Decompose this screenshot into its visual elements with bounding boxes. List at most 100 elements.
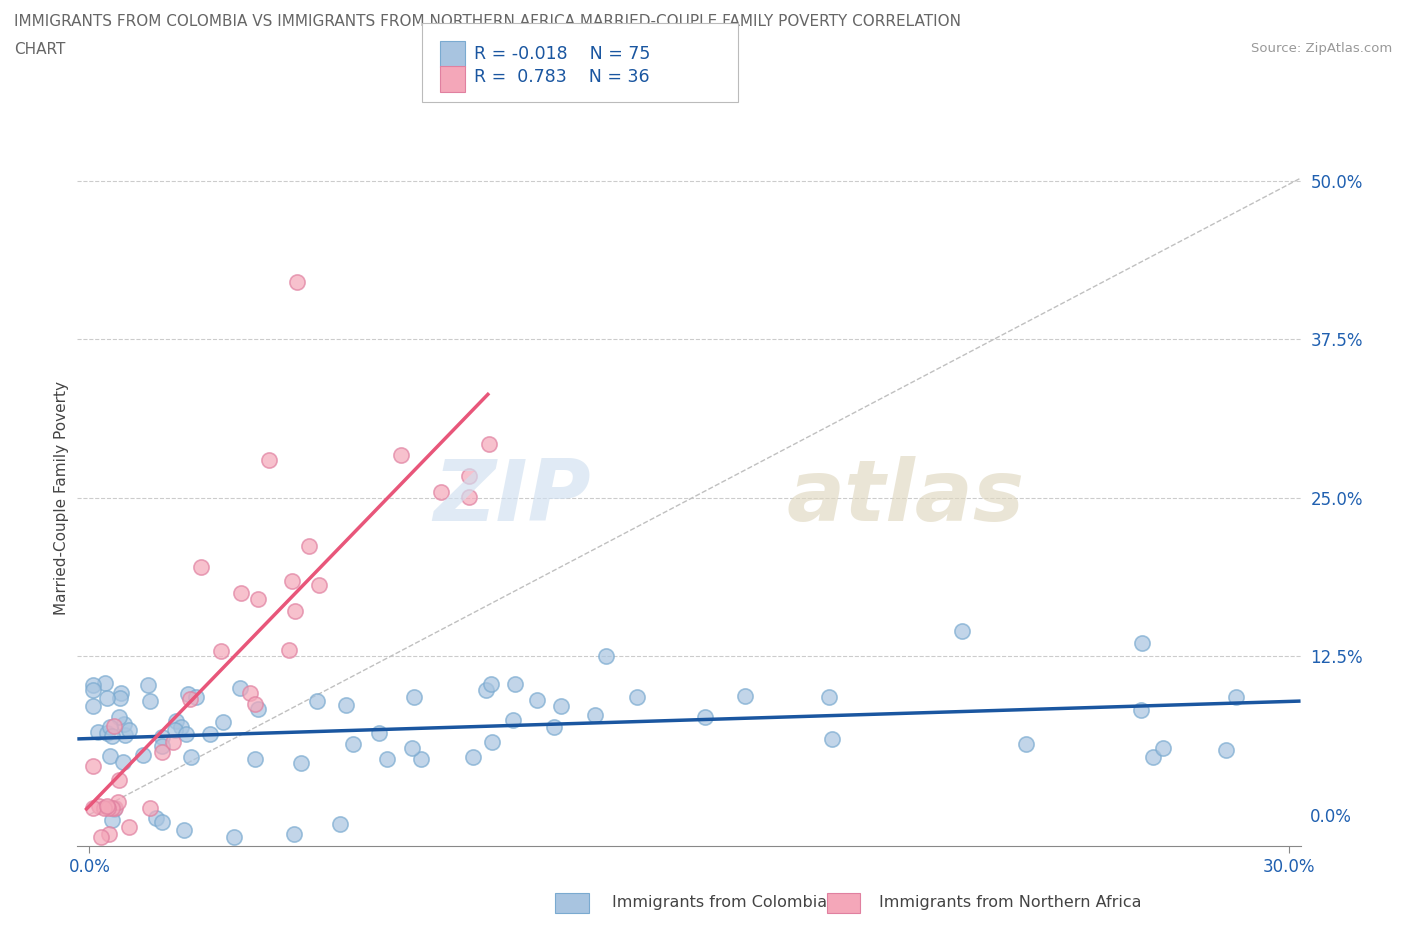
Point: [734, 688, 756, 703]
Point: [477, 437, 499, 452]
Point: [693, 710, 716, 724]
Point: [475, 683, 498, 698]
Point: [110, 685, 132, 700]
Point: [950, 623, 973, 638]
Point: [114, 728, 136, 743]
Point: [118, 723, 141, 737]
Text: R = -0.018    N = 75: R = -0.018 N = 75: [474, 45, 650, 63]
Point: [481, 735, 503, 750]
Point: [389, 448, 412, 463]
Point: [1130, 702, 1153, 717]
Point: [101, 813, 124, 828]
Point: [107, 795, 129, 810]
Point: [174, 726, 197, 741]
Point: [136, 677, 159, 692]
Point: [502, 713, 524, 728]
Point: [108, 690, 131, 705]
Point: [1152, 740, 1174, 755]
Point: [457, 489, 479, 504]
Point: [209, 644, 232, 658]
Point: [118, 820, 141, 835]
Text: ZIP: ZIP: [433, 456, 591, 539]
Point: [231, 585, 253, 600]
Point: [308, 578, 330, 592]
Point: [87, 724, 110, 739]
Point: [104, 801, 127, 816]
Point: [103, 802, 125, 817]
Point: [96, 690, 118, 705]
Text: Immigrants from Northern Africa: Immigrants from Northern Africa: [879, 895, 1142, 910]
Point: [335, 698, 357, 712]
Point: [179, 692, 201, 707]
Point: [1215, 742, 1237, 757]
Point: [247, 591, 270, 606]
Point: [247, 702, 270, 717]
Point: [411, 752, 433, 767]
Point: [184, 690, 207, 705]
Point: [101, 729, 124, 744]
Point: [139, 694, 162, 709]
Point: [503, 677, 526, 692]
Point: [173, 823, 195, 838]
Point: [243, 751, 266, 766]
Point: [111, 755, 134, 770]
Point: [82, 759, 104, 774]
Point: [583, 708, 606, 723]
Point: [458, 469, 481, 484]
Point: [180, 750, 202, 764]
Point: [150, 729, 173, 744]
Point: [479, 676, 502, 691]
Point: [1015, 737, 1038, 751]
Point: [595, 648, 617, 663]
Point: [96, 725, 118, 740]
Point: [165, 714, 187, 729]
Point: [329, 817, 352, 831]
Point: [401, 740, 423, 755]
Point: [94, 675, 117, 690]
Point: [107, 710, 129, 724]
Point: [284, 604, 307, 618]
Point: [145, 811, 167, 826]
Point: [257, 452, 280, 467]
Point: [150, 738, 173, 753]
Point: [138, 801, 160, 816]
Point: [150, 814, 173, 829]
Text: CHART: CHART: [14, 42, 66, 57]
Point: [96, 798, 118, 813]
Point: [245, 697, 267, 711]
Text: atlas: atlas: [787, 456, 1025, 539]
Point: [98, 748, 121, 763]
Point: [285, 274, 308, 289]
Point: [461, 750, 484, 764]
Point: [342, 737, 364, 751]
Point: [198, 726, 221, 741]
Point: [162, 735, 184, 750]
Point: [98, 719, 121, 734]
Point: [165, 723, 187, 737]
Point: [229, 681, 252, 696]
Point: [305, 693, 328, 708]
Point: [375, 751, 398, 766]
Point: [543, 720, 565, 735]
Point: [82, 801, 104, 816]
Point: [190, 560, 212, 575]
Point: [170, 720, 193, 735]
Point: [98, 826, 121, 841]
Point: [87, 798, 110, 813]
Point: [298, 538, 321, 553]
Point: [107, 772, 129, 787]
Point: [1225, 690, 1247, 705]
Point: [526, 693, 548, 708]
Point: [821, 732, 844, 747]
Point: [277, 643, 299, 658]
Text: Source: ZipAtlas.com: Source: ZipAtlas.com: [1251, 42, 1392, 55]
Point: [1130, 636, 1153, 651]
Point: [281, 573, 304, 588]
Text: IMMIGRANTS FROM COLOMBIA VS IMMIGRANTS FROM NORTHERN AFRICA MARRIED-COUPLE FAMIL: IMMIGRANTS FROM COLOMBIA VS IMMIGRANTS F…: [14, 14, 962, 29]
Y-axis label: Married-Couple Family Poverty: Married-Couple Family Poverty: [53, 380, 69, 615]
Point: [150, 745, 173, 760]
Text: R =  0.783    N = 36: R = 0.783 N = 36: [474, 68, 650, 86]
Point: [290, 755, 312, 770]
Point: [404, 689, 426, 704]
Point: [626, 689, 648, 704]
